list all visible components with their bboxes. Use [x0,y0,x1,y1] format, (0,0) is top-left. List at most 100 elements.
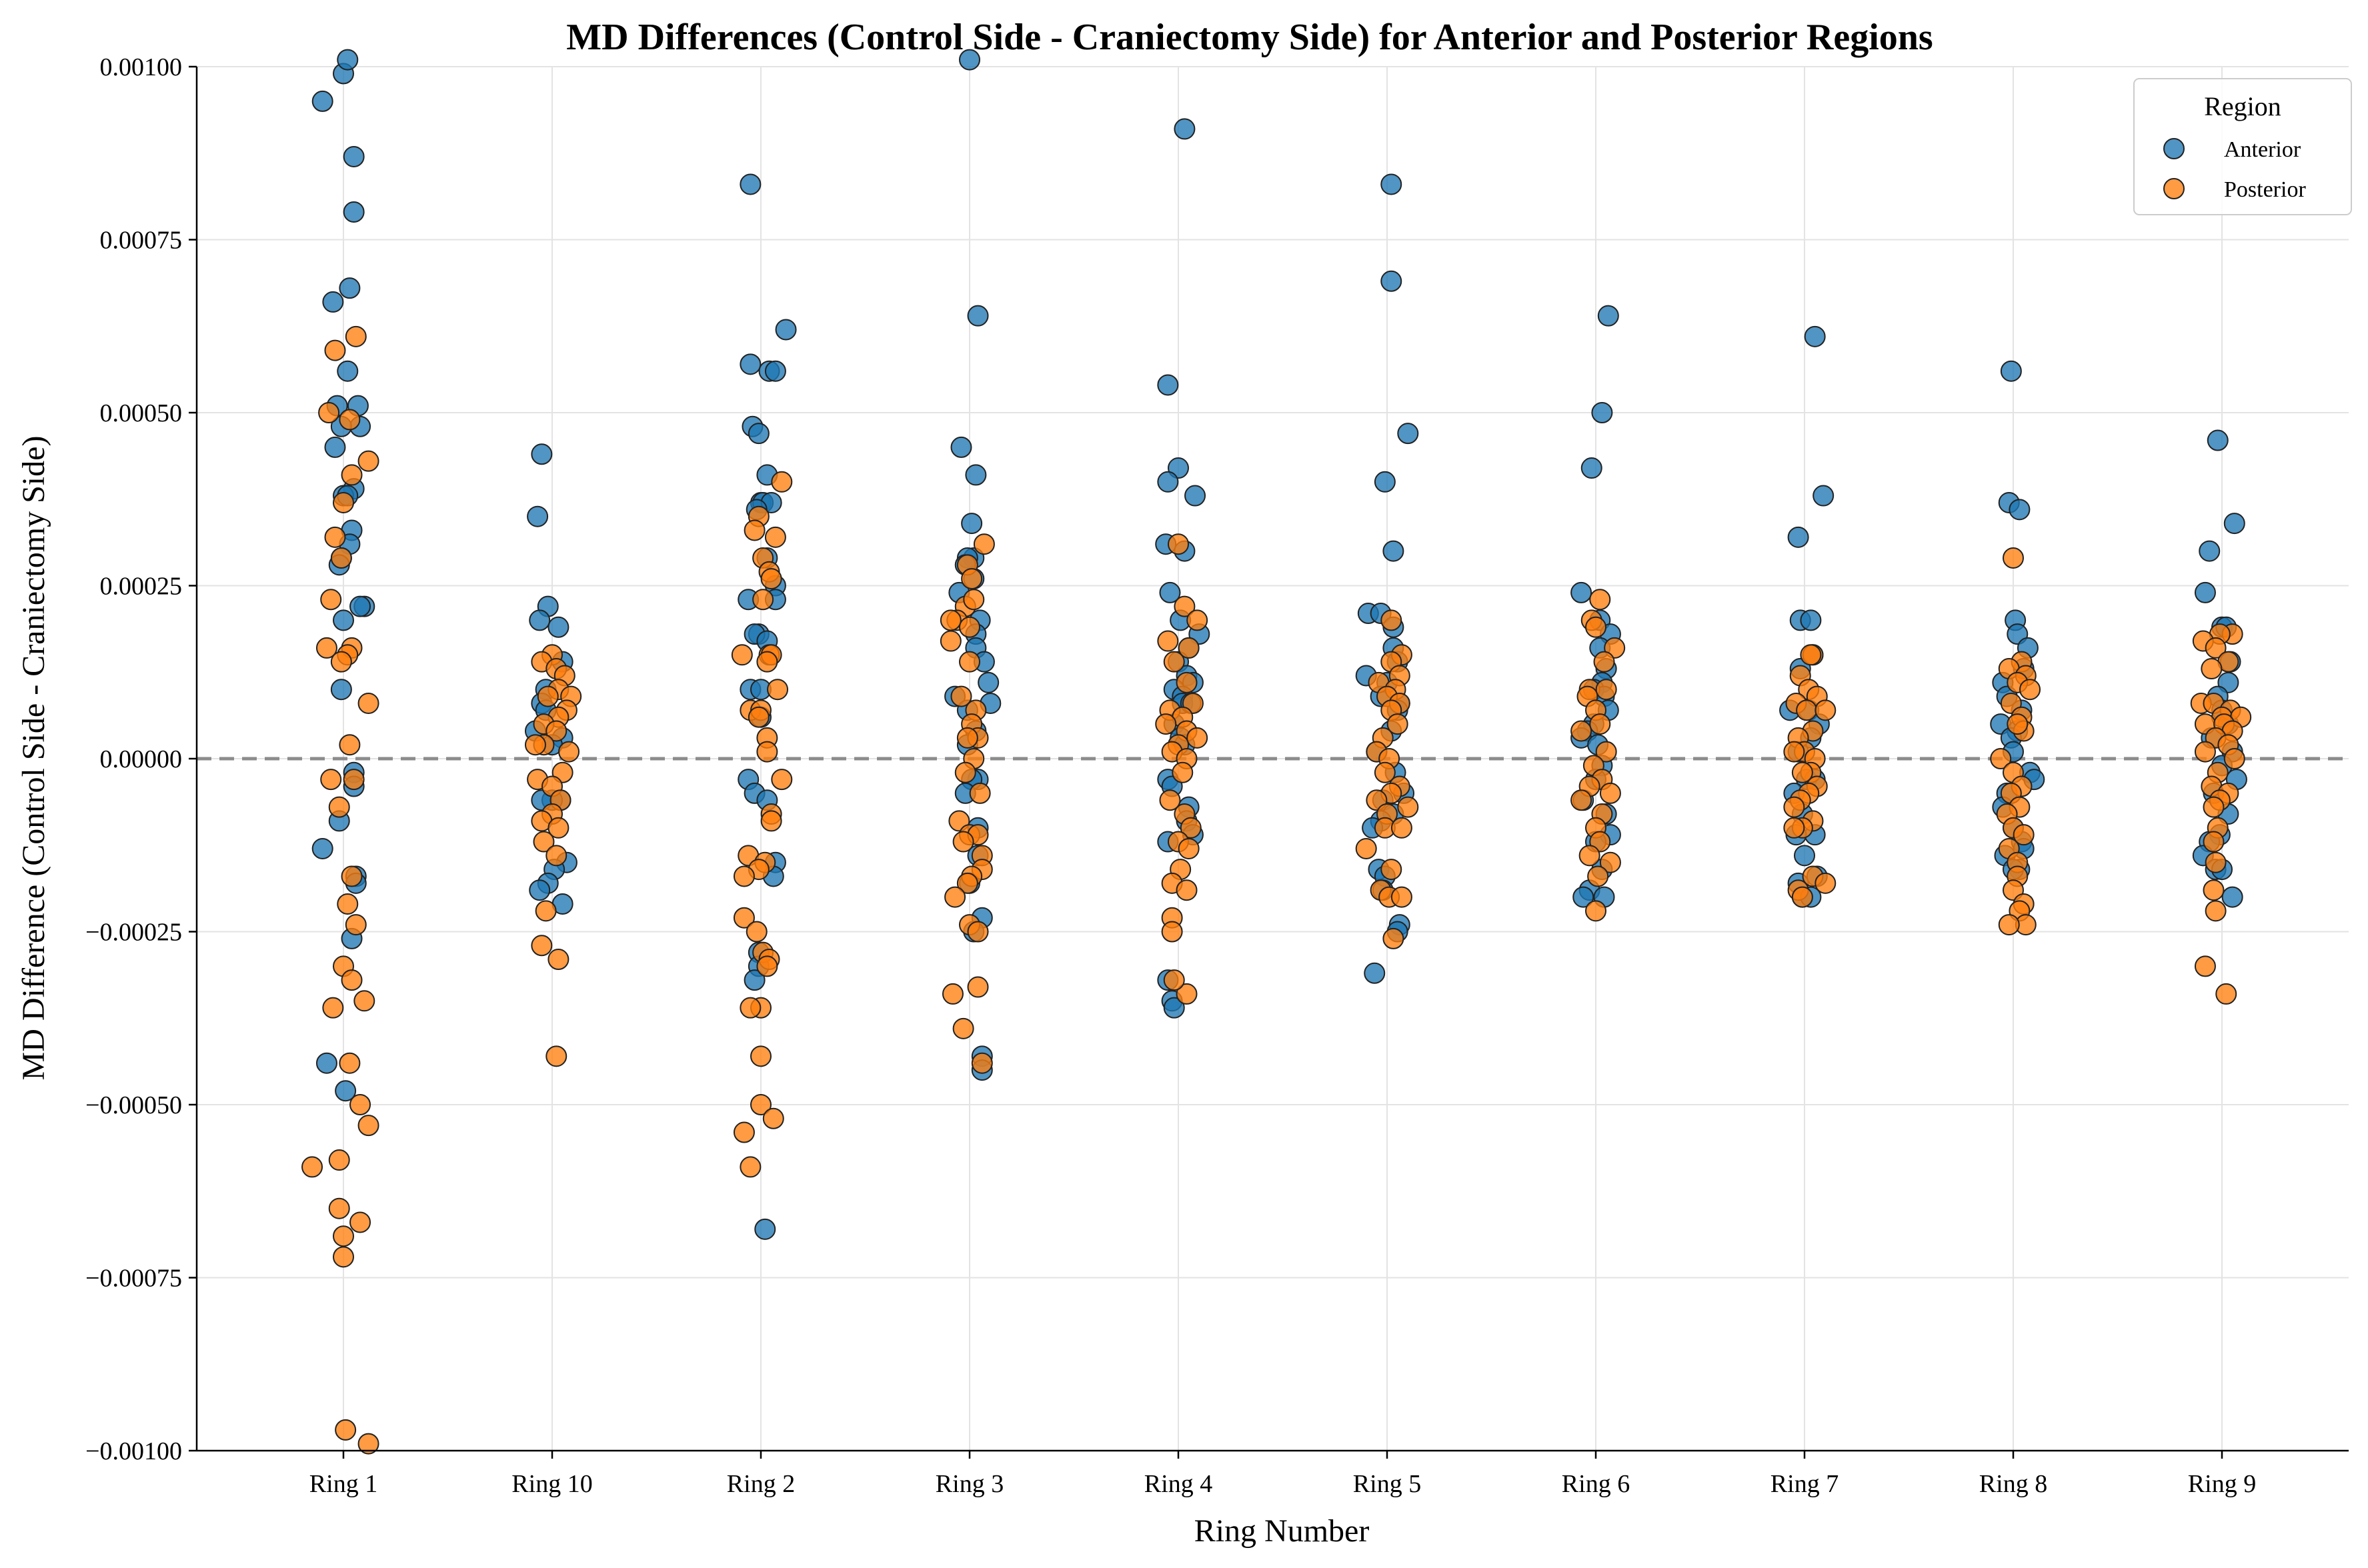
data-point-posterior [547,949,569,971]
data-point-anterior [961,513,983,535]
data-point-posterior [956,727,978,749]
data-point-anterior [744,969,766,991]
data-point-posterior [950,685,972,707]
data-point-posterior [353,990,375,1012]
data-point-posterior [1382,927,1404,949]
data-point-posterior [756,651,778,673]
y-tick-label: −0.00100 [85,1437,182,1465]
data-point-anterior [740,353,762,375]
data-point-posterior [1595,679,1617,701]
data-point-anterior [339,277,361,299]
x-tick-label: Ring 8 [1979,1470,2047,1498]
data-point-posterior [1176,671,1198,693]
data-point-posterior [533,831,555,853]
data-point-anterior [311,837,333,859]
axes [189,65,2349,1459]
data-point-posterior [752,589,774,611]
data-point-anterior [1570,581,1592,603]
data-point-posterior [535,900,557,922]
data-point-posterior [959,651,980,673]
data-point-posterior [339,1052,361,1074]
data-point-posterior [952,831,974,853]
data-point-anterior [2199,540,2221,562]
data-point-anterior [1813,485,1835,507]
data-point-posterior [1380,609,1402,631]
data-point-posterior [2203,879,2225,901]
data-point-posterior [748,706,770,728]
data-point-posterior [341,464,363,486]
data-point-anterior [967,305,989,327]
data-point-posterior [333,491,354,513]
data-point-posterior [1186,727,1208,749]
data-point-posterior [1178,637,1200,659]
data-point-posterior [1386,713,1408,735]
data-point-posterior [952,1017,974,1039]
data-point-posterior [1163,969,1185,991]
data-point-posterior [1390,886,1412,908]
legend-label-posterior: Posterior [2224,177,2306,202]
data-point-posterior [1570,789,1592,811]
data-point-anterior [1597,305,1619,327]
data-point-anterior [1380,270,1402,292]
data-point-anterior [311,90,333,112]
data-point-posterior [324,526,346,548]
data-point-posterior [1990,748,2012,769]
data-point-posterior [731,644,753,666]
data-point-posterior [320,769,342,791]
data-point-posterior [746,921,768,943]
data-point-posterior [341,969,363,991]
data-point-posterior [1587,865,1609,887]
data-point-posterior [320,589,342,611]
data-point-posterior [2205,900,2227,922]
data-point-posterior [547,817,569,839]
data-point-posterior [357,450,379,472]
data-point-posterior [537,685,559,707]
data-point-posterior [740,1156,762,1178]
series-anterior [311,49,2247,1240]
data-point-posterior [2223,748,2245,769]
data-point-posterior [318,402,340,423]
data-point-posterior [750,1045,772,1067]
legend-title: Region [2204,91,2281,121]
data-point-posterior [1585,900,1606,922]
chart-title: MD Differences (Control Side - Craniecto… [566,17,1933,58]
data-point-posterior [1791,886,1813,908]
x-tick-label: Ring 9 [2188,1470,2256,1498]
data-point-anterior [754,1218,776,1240]
data-point-posterior [2205,851,2227,873]
data-point-anterior [2221,886,2243,908]
data-point-anterior [1159,581,1181,603]
data-point-anterior [333,609,354,631]
data-point-posterior [345,325,367,347]
data-point-posterior [2194,955,2216,977]
data-point-anterior [1163,997,1185,1019]
data-point-anterior [529,879,551,901]
data-point-posterior [733,865,755,887]
data-point-posterior [349,1094,371,1115]
data-point-anterior [2000,360,2022,382]
data-points [301,49,2252,1455]
x-tick-label: Ring 7 [1770,1470,1839,1498]
data-point-anterior [1794,845,1815,867]
data-point-anterior [531,443,553,465]
x-tick-label: Ring 3 [936,1470,1004,1498]
data-point-anterior [1382,540,1404,562]
data-point-posterior [1599,851,1621,873]
data-point-anterior [343,201,365,223]
data-point-posterior [343,769,365,791]
data-point-posterior [328,1197,350,1219]
data-point-anterior [2194,581,2216,603]
data-point-posterior [357,1115,379,1137]
data-point-anterior [1174,118,1196,140]
data-point-posterior [1796,699,1818,721]
data-point-anterior [324,436,346,458]
data-point-posterior [1374,761,1396,783]
data-point-posterior [1155,713,1177,735]
data-point-posterior [333,1225,354,1247]
data-point-posterior [967,976,989,998]
data-point-anterior [965,464,987,486]
data-point-posterior [324,339,346,361]
data-point-posterior [1595,741,1617,763]
data-point-posterior [1161,921,1183,943]
